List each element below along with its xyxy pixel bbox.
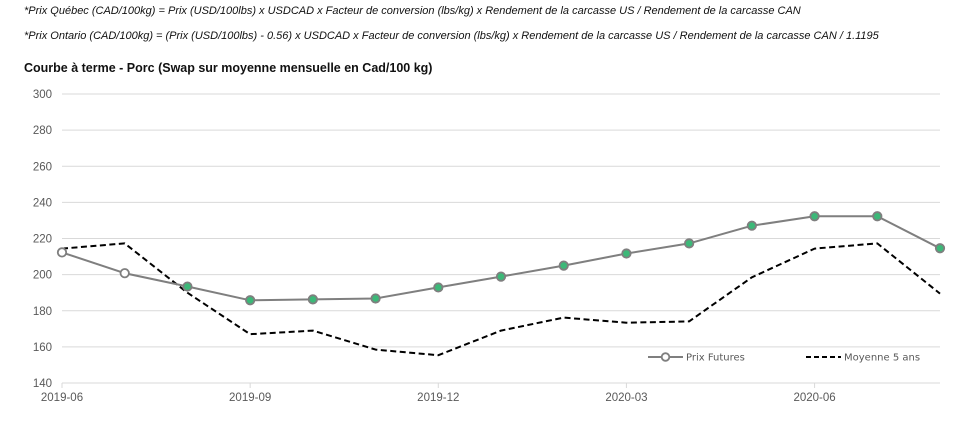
prix-futures-point-2020-02 xyxy=(558,260,569,271)
x-tick-label-2019-09: 2019-09 xyxy=(229,392,271,404)
prix-futures-point-2020-08 xyxy=(934,243,946,254)
prix-futures-point-2019-09 xyxy=(245,295,256,306)
note-prix-quebec-formula: *Prix Québec (CAD/100kg) = Prix (USD/100… xyxy=(24,5,801,17)
prix-futures-point-2020-03 xyxy=(621,248,632,259)
prix-futures-point-2019-10 xyxy=(307,294,318,305)
y-axis: 140 160 180 200 220 240 260 280 300 xyxy=(33,89,52,390)
y-tick-label-260: 260 xyxy=(33,161,52,173)
y-tick-label-200: 200 xyxy=(33,270,52,282)
y-tick-label-140: 140 xyxy=(33,378,52,390)
legend-prix-futures-label: Prix Futures xyxy=(686,353,745,364)
x-tick-label-2019-06: 2019-06 xyxy=(41,392,83,404)
legend-moyenne-5-ans-label: Moyenne 5 ans xyxy=(844,353,920,364)
prix-futures-point-2020-04 xyxy=(684,238,695,249)
prix-futures-point-2020-07 xyxy=(872,211,883,222)
legend-prix-futures-marker xyxy=(660,352,671,362)
x-tick-label-2020-03: 2020-03 xyxy=(605,392,647,404)
prix-futures-point-2019-07 xyxy=(119,268,130,279)
chart-title: Courbe à terme - Porc (Swap sur moyenne … xyxy=(24,61,433,75)
x-axis: 2019-06 2019-09 2019-12 2020-03 2020-06 xyxy=(41,383,836,404)
legend: Prix Futures Moyenne 5 ans xyxy=(648,352,920,364)
prix-futures-point-2019-06 xyxy=(56,247,68,258)
series-prix-futures-line xyxy=(61,215,941,302)
y-tick-label-160: 160 xyxy=(33,342,52,354)
prix-futures-point-2020-06 xyxy=(809,211,820,222)
x-tick-label-2019-12: 2019-12 xyxy=(417,392,459,404)
y-tick-label-220: 220 xyxy=(33,234,52,246)
y-tick-label-280: 280 xyxy=(33,125,52,137)
x-tick-label-2020-06: 2020-06 xyxy=(793,392,835,404)
prix-futures-point-2019-12 xyxy=(433,282,444,293)
prix-futures-point-2019-08 xyxy=(182,281,193,292)
series-layer xyxy=(56,211,946,357)
series-moyenne-5-ans-line xyxy=(61,242,941,357)
y-tick-label-240: 240 xyxy=(33,197,52,209)
prix-futures-point-2019-11 xyxy=(370,293,381,304)
y-tick-label-300: 300 xyxy=(33,89,52,101)
prix-futures-point-2020-01 xyxy=(495,271,507,282)
gridlines xyxy=(62,93,940,384)
note-prix-ontario-formula: *Prix Ontario (CAD/100kg) = (Prix (USD/1… xyxy=(24,30,879,42)
y-tick-label-180: 180 xyxy=(33,306,52,318)
prix-futures-point-2020-05 xyxy=(746,220,757,231)
